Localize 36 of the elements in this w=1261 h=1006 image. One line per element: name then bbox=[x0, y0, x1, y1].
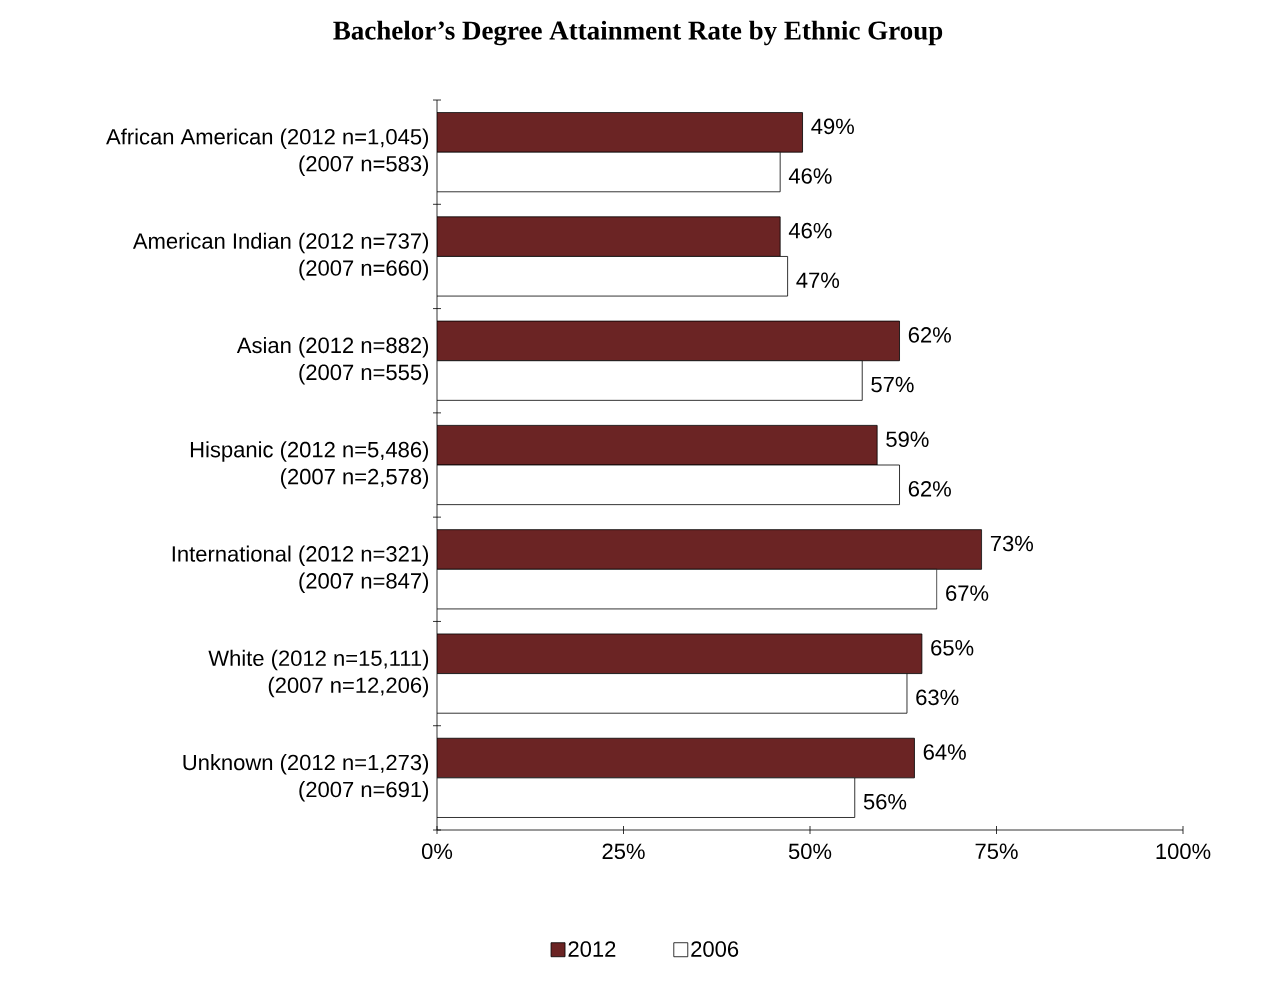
y-tick-label: Unknown (2012 n=1,273) (2007 n=691) bbox=[183, 754, 429, 802]
bar bbox=[437, 737, 915, 779]
x-tick-label: 25% bbox=[602, 843, 645, 860]
data-label: 67% bbox=[946, 585, 989, 601]
data-label: 62% bbox=[908, 481, 951, 497]
y-tick-label: African American (2012 n=1,045) (2007 n=583) bbox=[106, 128, 429, 176]
data-label: 64% bbox=[923, 744, 966, 760]
bar bbox=[437, 424, 878, 466]
x-tick-label: 50% bbox=[788, 843, 832, 860]
data-label: 56% bbox=[863, 793, 907, 810]
data-label: 59% bbox=[886, 431, 929, 447]
data-label: 57% bbox=[871, 376, 914, 393]
legend-label: 2006 bbox=[691, 941, 739, 957]
bar bbox=[437, 112, 803, 153]
y-tick-label: American Indian (2012 n=737) (2007 n=660) bbox=[132, 232, 429, 281]
data-label: 63% bbox=[916, 689, 959, 706]
y-tick-label: International (2012 n=321) (2007 n=847) bbox=[172, 545, 429, 594]
data-label: 73% bbox=[990, 535, 1034, 552]
bar bbox=[437, 529, 982, 570]
data-label: 46% bbox=[788, 222, 832, 239]
data-label: 47% bbox=[796, 272, 840, 288]
data-label: 65% bbox=[931, 639, 974, 656]
x-tick-label: 75% bbox=[975, 843, 1018, 860]
chart-title: Bachelor’s Degree Attainment Rate by Ethnic Group bbox=[333, 20, 943, 46]
legend-label: 2012 bbox=[568, 941, 616, 957]
y-tick-label: White (2012 n=15,111) (2007 n=12,206) bbox=[208, 649, 429, 698]
bar bbox=[437, 216, 781, 257]
bar bbox=[437, 320, 900, 362]
x-tick-label: 0% bbox=[421, 843, 453, 860]
data-label: 46% bbox=[788, 168, 832, 184]
data-label: 49% bbox=[811, 118, 854, 135]
bar bbox=[437, 633, 923, 674]
data-label: 62% bbox=[908, 327, 951, 343]
x-tick-label: 100% bbox=[1156, 843, 1211, 860]
y-tick-label: Hispanic (2012 n=5,486) (2007 n=2,578) bbox=[190, 441, 429, 489]
y-tick-label: Asian (2012 n=882) (2007 n=555) bbox=[236, 336, 429, 385]
